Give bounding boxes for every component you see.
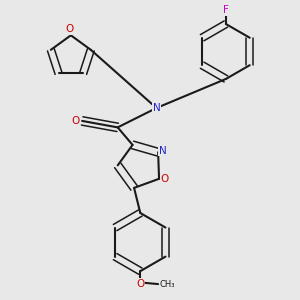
- Text: O: O: [65, 25, 74, 34]
- Text: N: N: [159, 146, 167, 156]
- Text: O: O: [71, 116, 79, 126]
- Text: F: F: [223, 5, 229, 15]
- Text: CH₃: CH₃: [160, 280, 175, 289]
- Text: O: O: [136, 279, 144, 289]
- Text: N: N: [153, 103, 160, 113]
- Text: O: O: [161, 174, 169, 184]
